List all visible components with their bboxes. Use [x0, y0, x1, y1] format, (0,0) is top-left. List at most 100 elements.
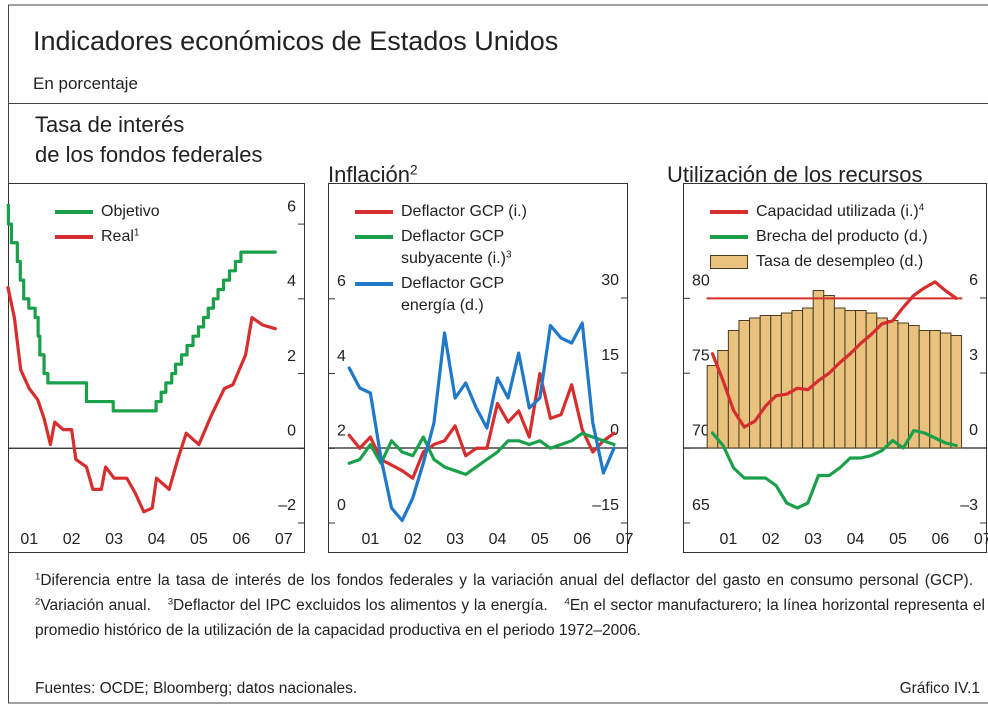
bar — [844, 310, 857, 449]
footnote-text: Deflactor del IPC excluidos los alimento… — [173, 597, 548, 614]
panel-title-line: de los fondos federales — [35, 142, 263, 167]
footnote-mark: 3 — [167, 596, 174, 608]
footnote: 4En el sector manufacturero; la línea ho… — [35, 597, 985, 639]
y-tick-label: –2 — [278, 497, 296, 514]
y-tick-label: 75 — [692, 347, 710, 364]
bar — [759, 315, 772, 449]
legend-swatch — [55, 210, 93, 214]
legend-name: Tasa de desempleo (d.) — [756, 253, 924, 270]
bar — [833, 307, 846, 449]
y2-tick-label: 3 — [969, 347, 978, 364]
legend-item: Deflactor GCP (i.) — [355, 201, 530, 223]
legend-label: Brecha del producto (d.) — [756, 226, 928, 248]
x-tick-label: 01 — [719, 531, 737, 548]
legend: Objetivo Real1 — [55, 201, 160, 251]
x-tick-label: 07 — [275, 531, 293, 548]
x-tick-label: 05 — [190, 531, 208, 548]
footnote: 2Variación anual. — [35, 597, 151, 614]
bar — [727, 330, 740, 449]
y2-tick-label: 6 — [969, 272, 978, 289]
y-tick-label: 6 — [337, 273, 346, 290]
line — [347, 371, 616, 480]
legend-item: Deflactor GCP energía (d.) — [355, 273, 530, 317]
bar — [770, 315, 782, 449]
x-tick-label: 04 — [148, 531, 166, 548]
legend-item: Capacidad utilizada (i.)4 — [710, 201, 928, 223]
panel-title: Inflación2 — [328, 150, 418, 190]
x-tick-label: 07 — [616, 531, 634, 548]
line — [710, 428, 958, 510]
legend-swatch — [355, 235, 393, 239]
legend-swatch — [710, 235, 748, 239]
x-tick-label: 06 — [232, 531, 250, 548]
legend-name: Objetivo — [101, 203, 160, 220]
y-tick-label: 65 — [692, 497, 710, 514]
legend-item: Brecha del producto (d.) — [710, 226, 928, 248]
bar — [939, 332, 952, 449]
legend-swatch — [55, 235, 93, 239]
panel-title-line: Utilización de los recursos — [667, 160, 923, 190]
line — [710, 280, 958, 429]
legend-name: Capacidad utilizada (i.) — [756, 203, 919, 220]
footnotes: 1Diferencia entre la tasa de interés de … — [35, 568, 985, 643]
legend-name: Deflactor GCP energía (d.) — [401, 275, 504, 314]
legend-label: Deflactor GCP (i.) — [401, 201, 527, 223]
footnote: 1Diferencia entre la tasa de interés de … — [35, 572, 973, 589]
panel-title-line: Inflación2 — [328, 160, 418, 190]
footnote-text: Diferencia entre la tasa de interés de l… — [40, 572, 973, 589]
bar — [738, 320, 751, 449]
y-tick-label: 0 — [287, 422, 296, 439]
step-line — [6, 203, 277, 413]
y-tick-label: 70 — [692, 422, 710, 439]
legend-swatch — [355, 210, 393, 214]
y-tick-label: 6 — [287, 198, 296, 215]
bar — [929, 330, 941, 449]
page-title: Indicadores económicos de Estados Unidos — [33, 26, 559, 56]
bar — [950, 335, 963, 449]
x-tick-label: 04 — [489, 531, 507, 548]
source: Fuentes: OCDE; Bloomberg; datos nacional… — [35, 680, 358, 697]
legend-item: Objetivo — [55, 201, 160, 223]
panel-title-text: Inflación — [328, 162, 410, 187]
y-tick-label: 4 — [287, 273, 296, 290]
x-tick-label: 03 — [105, 531, 123, 548]
legend-item: Tasa de desempleo (d.) — [710, 251, 928, 273]
legend: Deflactor GCP (i.) Deflactor GCP subyacen… — [355, 201, 530, 320]
panel-frame — [683, 183, 987, 553]
bar — [886, 320, 899, 449]
bar — [717, 350, 729, 449]
legend-name: Brecha del producto (d.) — [756, 228, 928, 245]
legend-label: Objetivo — [101, 201, 160, 223]
legend-item: Deflactor GCP subyacente (i.)3 — [355, 226, 530, 270]
x-tick-label: 05 — [531, 531, 549, 548]
panel-title-note: 2 — [409, 162, 418, 178]
x-tick-label: 01 — [20, 531, 38, 548]
y2-tick-label: 0 — [969, 422, 978, 439]
figure-label: Gráfico IV.1 — [899, 680, 980, 697]
x-tick-label: 03 — [804, 531, 822, 548]
x-tick-label: 07 — [974, 531, 988, 548]
panel-frame — [8, 183, 305, 553]
footnote-text: Variación anual. — [40, 597, 151, 614]
panel-title: Tasa de interés de los fondos federales — [35, 110, 263, 170]
legend-name: Real — [101, 228, 134, 245]
legend-swatch — [710, 255, 748, 269]
bar — [918, 330, 931, 449]
panel-title-text: Utilización de los recursos — [667, 162, 923, 187]
bar — [802, 307, 814, 449]
x-tick-label: 06 — [573, 531, 591, 548]
bar — [791, 310, 804, 449]
legend: Capacidad utilizada (i.)4 Brecha del prod… — [710, 201, 928, 276]
x-tick-label: 02 — [63, 531, 81, 548]
footnote-mark: 2 — [35, 596, 41, 608]
x-tick-label: 01 — [361, 531, 379, 548]
x-tick-label: 06 — [931, 531, 949, 548]
x-tick-label: 03 — [446, 531, 464, 548]
legend-name: Deflactor GCP subyacente (i.) — [401, 228, 506, 267]
y2-tick-label: 0 — [610, 422, 619, 439]
y-tick-label: 0 — [337, 497, 346, 514]
line — [347, 431, 616, 477]
bar — [812, 290, 825, 449]
legend-label: Tasa de desempleo (d.) — [756, 251, 923, 273]
legend-note: 3 — [505, 249, 512, 261]
